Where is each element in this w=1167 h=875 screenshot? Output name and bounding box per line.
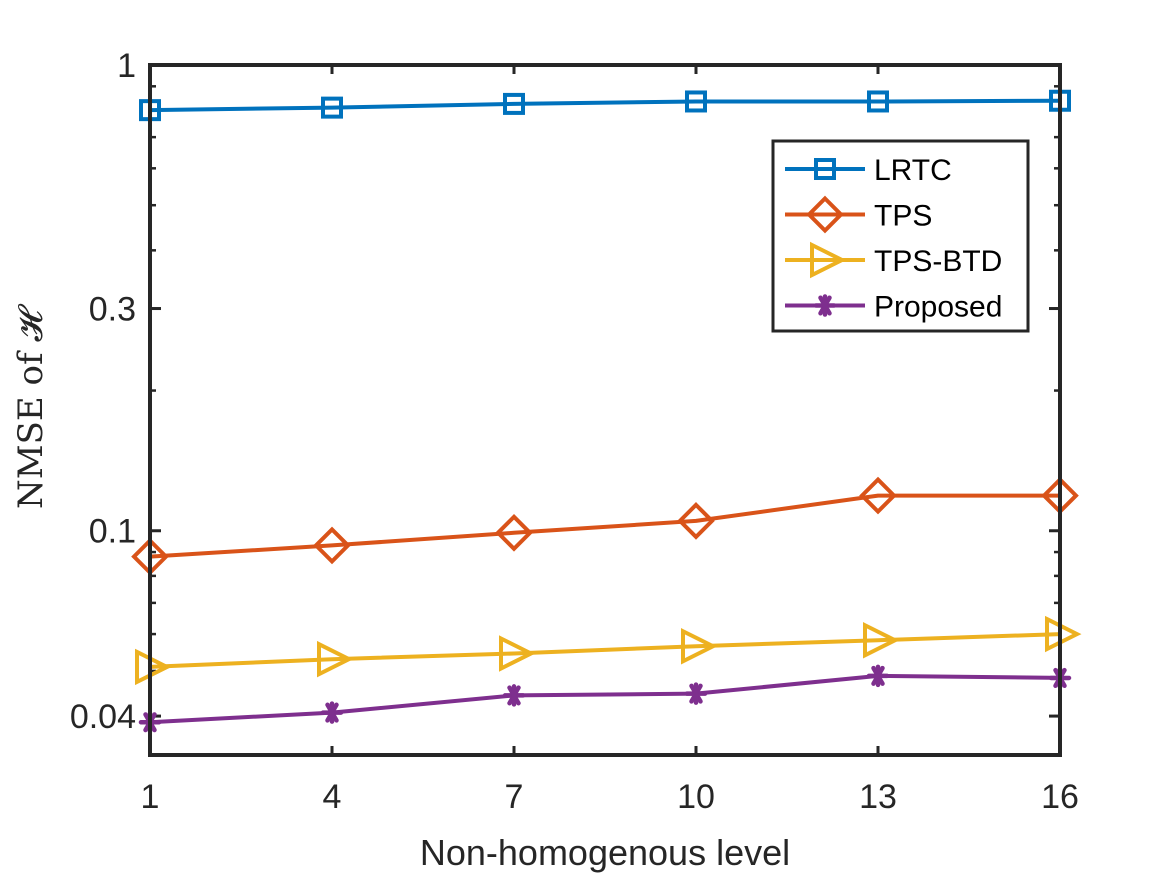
point-lrtc	[321, 96, 343, 119]
series-line-lrtc	[149, 98, 1061, 113]
legend-item-tps: TPS	[785, 195, 932, 234]
point-tps	[495, 513, 533, 552]
series-line-tps	[149, 493, 1060, 559]
y-tick-label: 0.1	[89, 513, 136, 551]
point-tps-btd	[681, 627, 718, 665]
point-proposed	[502, 684, 526, 707]
point-tps-btd	[863, 621, 900, 659]
legend-item-tps-btd: TPS-BTD	[785, 241, 1002, 279]
series-proposed	[138, 664, 1072, 734]
point-tps	[313, 526, 351, 565]
point-proposed	[320, 701, 344, 724]
point-tps	[859, 476, 897, 515]
point-tps	[677, 502, 715, 540]
series-line-tps-btd	[149, 632, 1061, 669]
y-tick-labels: 0.04 0.1 0.3 1	[70, 47, 136, 736]
legend-marker	[806, 195, 844, 234]
legend-label: Proposed	[874, 291, 1002, 324]
legend-label: TPS-BTD	[874, 245, 1002, 278]
point-tps-btd	[317, 640, 354, 678]
point-lrtc	[503, 92, 525, 115]
x-tick-label: 4	[323, 778, 342, 816]
legend-marker	[814, 158, 836, 180]
y-axis-label: NMSE of 𝓗	[11, 304, 51, 509]
series-lrtc	[139, 89, 1071, 122]
series-tps	[131, 476, 1079, 576]
point-tps-btd	[499, 635, 536, 672]
x-tick-label: 10	[677, 778, 715, 816]
x-tick-label: 7	[505, 778, 524, 816]
legend-item-lrtc: LRTC	[785, 154, 952, 187]
y-tick-label: 0.04	[70, 698, 136, 736]
y-tick-label: 1	[117, 47, 136, 85]
x-tick-label: 16	[1041, 778, 1079, 816]
plot-frame	[148, 63, 1062, 757]
legend-marker	[810, 241, 847, 279]
point-lrtc	[685, 90, 707, 113]
x-tick-label: 1	[141, 778, 160, 816]
series-line-proposed	[149, 673, 1061, 725]
legend-marker	[813, 294, 837, 317]
legend-label: LRTC	[874, 154, 952, 187]
x-tick-label: 13	[859, 778, 897, 816]
x-axis-label: Non-homogenous level	[420, 832, 790, 873]
legend-item-proposed: Proposed	[785, 291, 1002, 324]
x-tick-labels: 1 4 7 10 13 16	[141, 778, 1079, 816]
y-tick-label: 0.3	[89, 291, 136, 329]
point-proposed	[866, 664, 890, 688]
point-proposed	[684, 682, 708, 705]
legend-label: TPS	[874, 200, 932, 233]
legend: LRTC TPS TPS-BTD Proposed	[771, 139, 1030, 333]
point-lrtc	[867, 90, 889, 113]
